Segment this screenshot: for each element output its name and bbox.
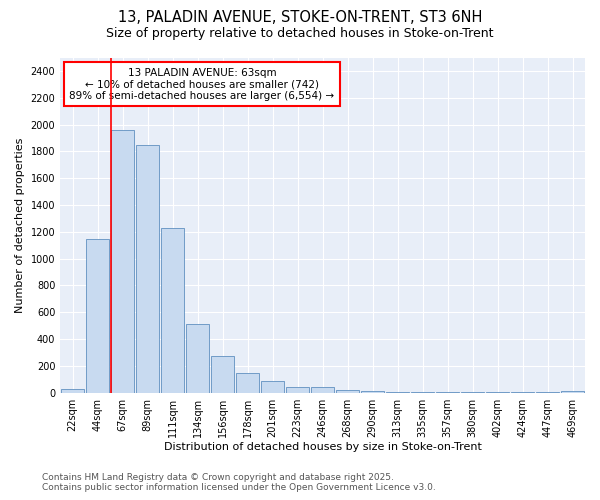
Bar	[61, 390, 84, 392]
Text: Contains HM Land Registry data © Crown copyright and database right 2025.
Contai: Contains HM Land Registry data © Crown c…	[42, 473, 436, 492]
Bar	[112, 130, 134, 392]
Bar	[211, 356, 234, 393]
Text: 13 PALADIN AVENUE: 63sqm
← 10% of detached houses are smaller (742)
89% of semi-: 13 PALADIN AVENUE: 63sqm ← 10% of detach…	[70, 68, 334, 101]
Text: 13, PALADIN AVENUE, STOKE-ON-TRENT, ST3 6NH: 13, PALADIN AVENUE, STOKE-ON-TRENT, ST3 …	[118, 10, 482, 25]
X-axis label: Distribution of detached houses by size in Stoke-on-Trent: Distribution of detached houses by size …	[164, 442, 482, 452]
Bar	[236, 372, 259, 392]
Bar	[311, 387, 334, 392]
Bar	[136, 144, 159, 392]
Bar	[561, 390, 584, 392]
Bar	[187, 324, 209, 392]
Text: Size of property relative to detached houses in Stoke-on-Trent: Size of property relative to detached ho…	[106, 28, 494, 40]
Bar	[86, 238, 109, 392]
Y-axis label: Number of detached properties: Number of detached properties	[15, 138, 25, 313]
Bar	[161, 228, 184, 392]
Bar	[286, 386, 309, 392]
Bar	[361, 390, 384, 392]
Bar	[262, 380, 284, 392]
Bar	[337, 390, 359, 392]
